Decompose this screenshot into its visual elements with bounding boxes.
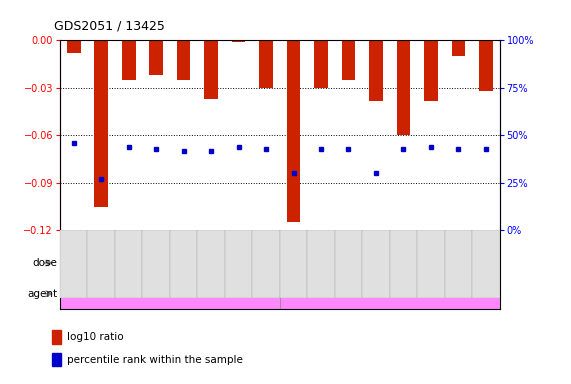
Bar bbox=[122, 40, 135, 80]
Text: 2000 ppm: 2000 ppm bbox=[202, 258, 248, 268]
Bar bbox=[170, 248, 280, 278]
Text: 1000 mg/l: 1000 mg/l bbox=[449, 258, 495, 268]
Bar bbox=[170, 230, 198, 298]
Text: 250 mg/l: 250 mg/l bbox=[315, 258, 355, 268]
Text: GDS2051 / 13425: GDS2051 / 13425 bbox=[54, 20, 165, 33]
Text: log10 ratio: log10 ratio bbox=[67, 331, 124, 341]
Bar bbox=[445, 248, 500, 278]
Bar bbox=[60, 278, 280, 309]
Bar bbox=[424, 40, 438, 101]
Text: percentile rank within the sample: percentile rank within the sample bbox=[67, 354, 243, 364]
Text: 1250 ppm: 1250 ppm bbox=[92, 258, 138, 268]
Bar bbox=[445, 230, 472, 298]
Bar bbox=[472, 230, 500, 298]
Bar bbox=[60, 230, 87, 298]
Bar bbox=[452, 40, 465, 56]
Text: dose: dose bbox=[32, 258, 57, 268]
Bar bbox=[335, 230, 362, 298]
Bar bbox=[232, 40, 246, 42]
Bar bbox=[52, 329, 61, 344]
Bar bbox=[115, 230, 142, 298]
Bar bbox=[87, 230, 115, 298]
Bar bbox=[259, 40, 273, 88]
Bar bbox=[341, 40, 355, 80]
Text: o-NT: o-NT bbox=[158, 289, 182, 299]
Bar bbox=[225, 230, 252, 298]
Bar bbox=[177, 40, 191, 80]
Bar bbox=[479, 40, 493, 91]
Bar bbox=[307, 230, 335, 298]
Bar bbox=[142, 230, 170, 298]
Bar bbox=[280, 278, 500, 309]
Bar bbox=[280, 248, 390, 278]
Bar bbox=[397, 40, 411, 136]
Bar bbox=[280, 230, 307, 298]
Bar bbox=[94, 40, 108, 207]
Bar bbox=[52, 353, 61, 366]
Bar bbox=[389, 230, 417, 298]
Bar bbox=[417, 230, 445, 298]
Bar bbox=[67, 40, 81, 53]
Bar bbox=[60, 248, 170, 278]
Text: BCA: BCA bbox=[379, 289, 400, 299]
Bar bbox=[369, 40, 383, 101]
Bar bbox=[204, 40, 218, 99]
Bar bbox=[389, 248, 445, 278]
Bar bbox=[149, 40, 163, 75]
Bar bbox=[287, 40, 300, 222]
Text: agent: agent bbox=[27, 289, 57, 299]
Bar bbox=[362, 230, 389, 298]
Bar bbox=[252, 230, 280, 298]
Bar bbox=[198, 230, 225, 298]
Text: 500 mg/l: 500 mg/l bbox=[397, 258, 437, 268]
Bar bbox=[314, 40, 328, 88]
